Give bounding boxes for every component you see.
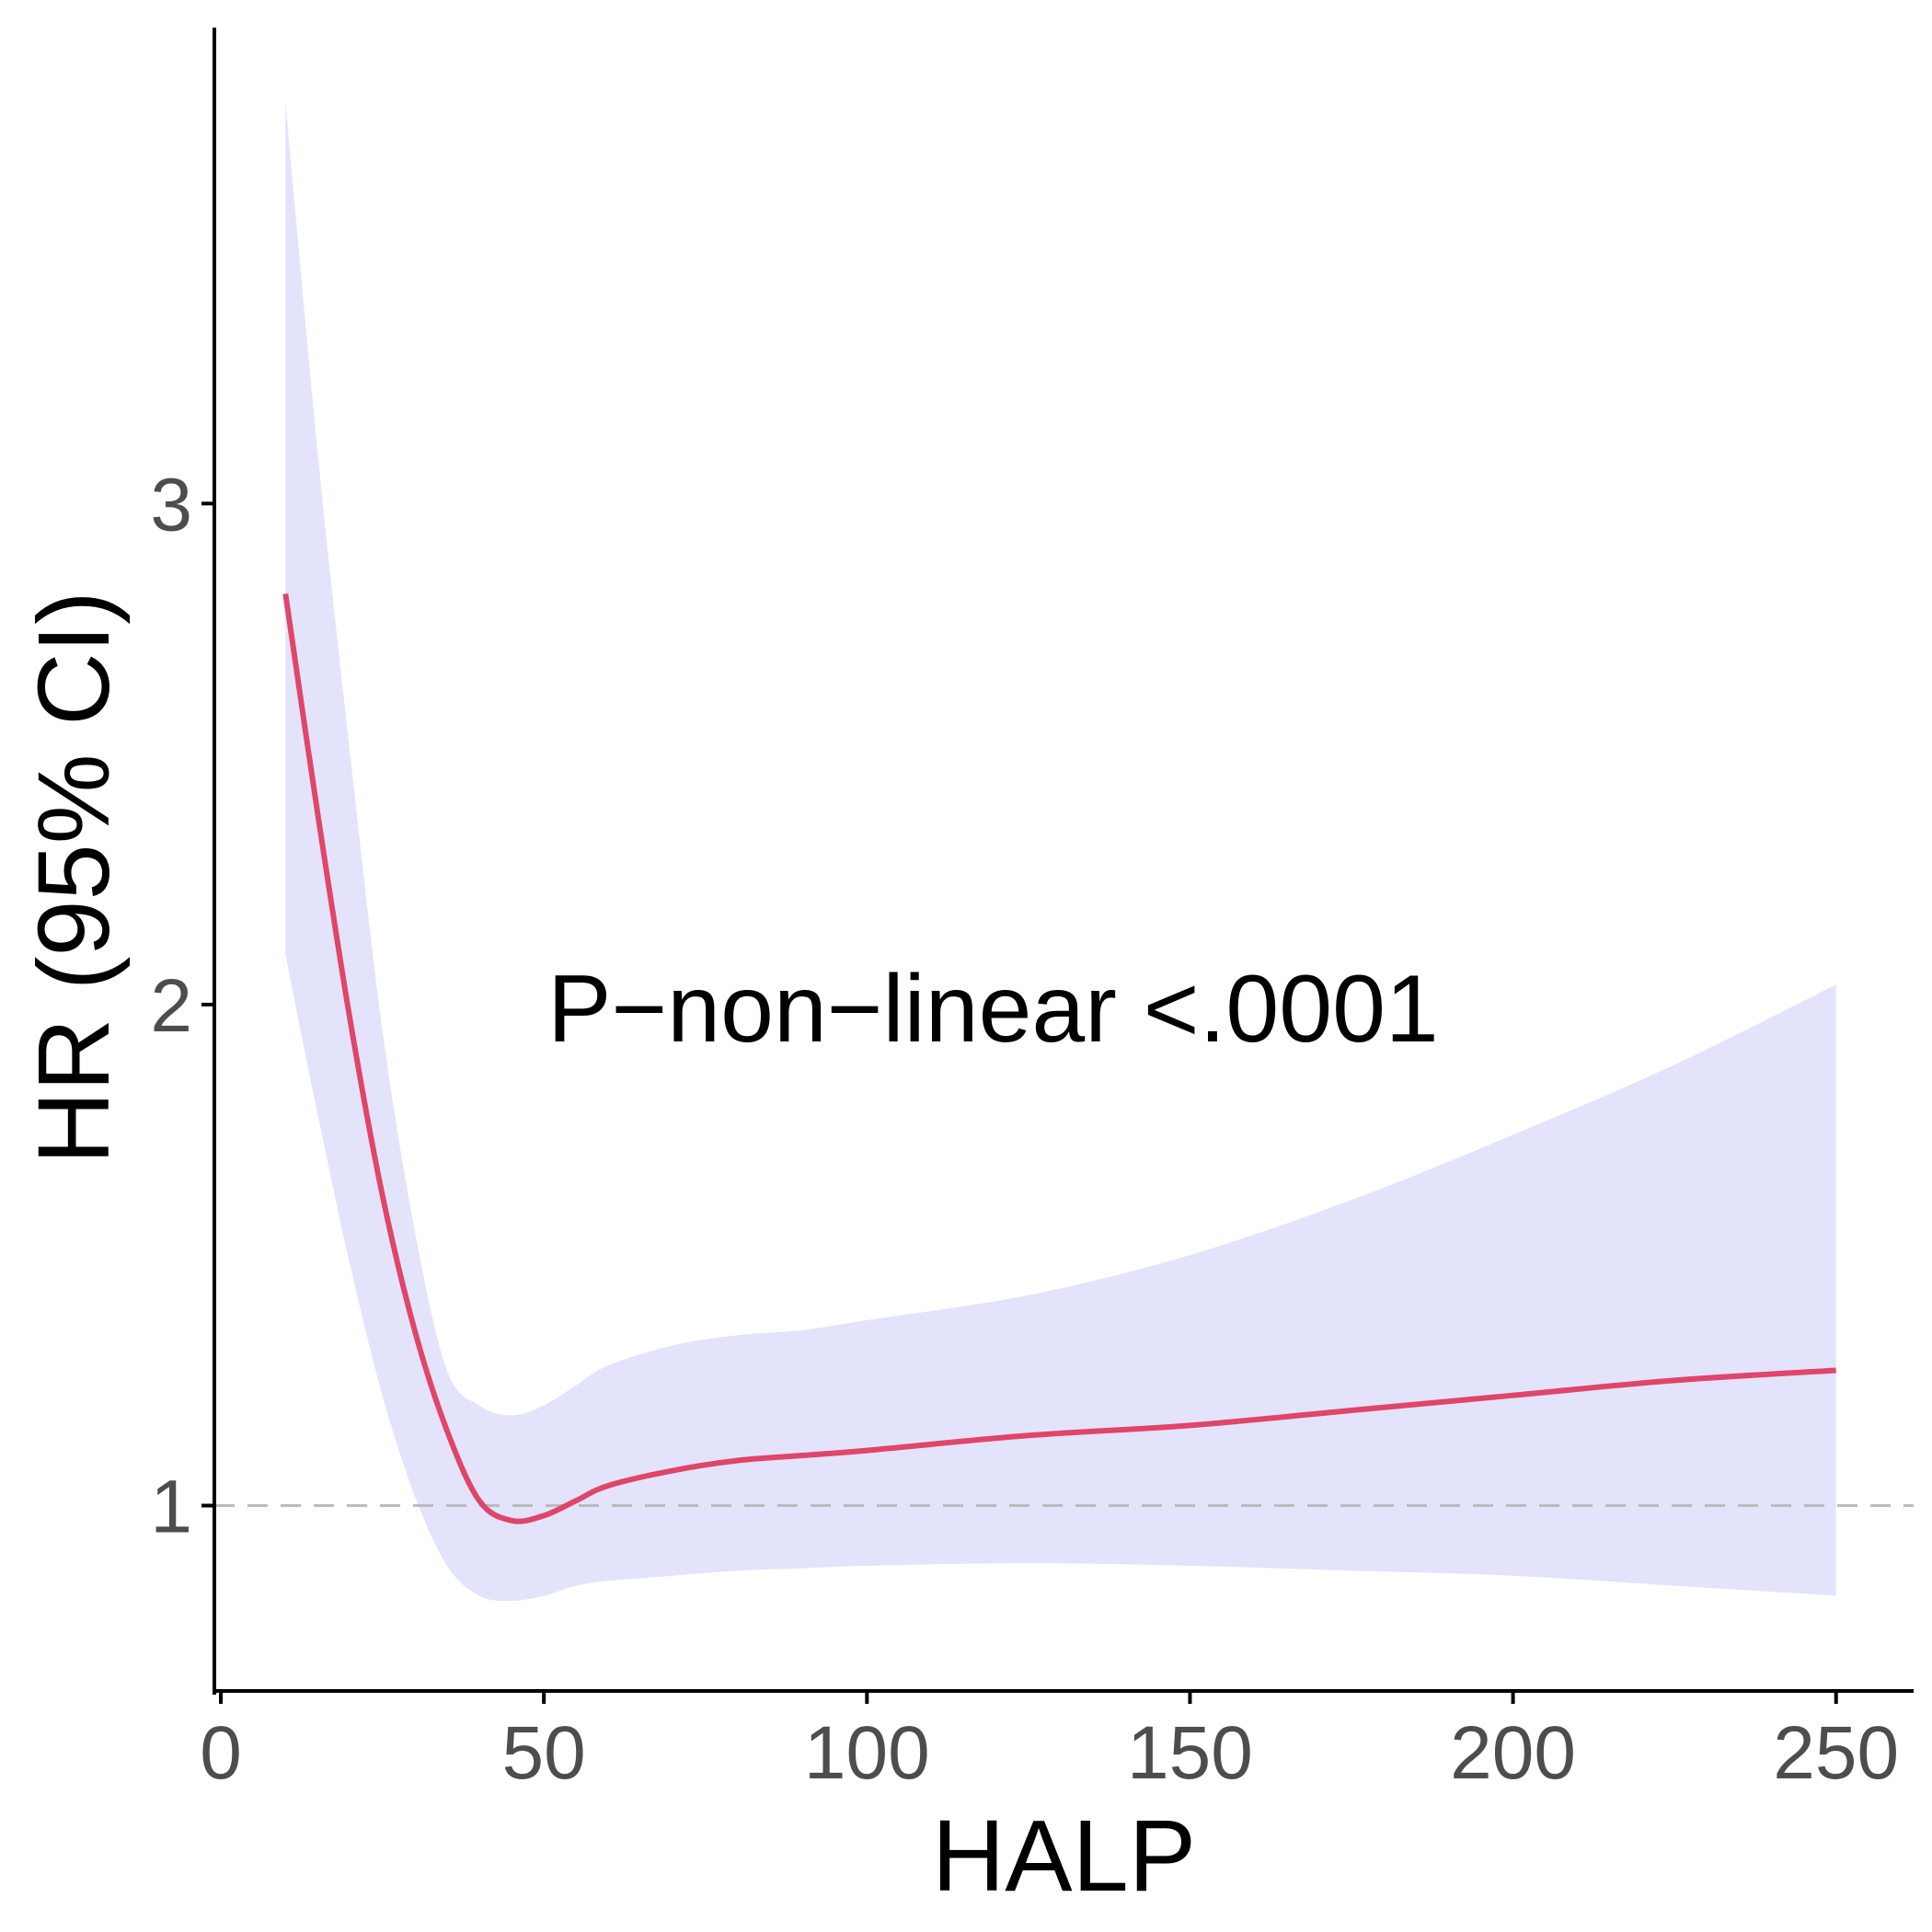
y-tick-label: 2	[150, 964, 192, 1048]
x-tick-label: 250	[1773, 1711, 1899, 1795]
hr-spline-line	[282, 592, 1836, 1524]
x-tick-label: 100	[804, 1711, 930, 1795]
y-axis-title: HR (95% CI)	[17, 591, 131, 1164]
x-tick-label: 50	[502, 1711, 586, 1795]
x-axis-title: HALP	[932, 1800, 1196, 1913]
x-tick-label: 150	[1127, 1711, 1253, 1795]
x-tick-label: 200	[1450, 1711, 1576, 1795]
confidence-band	[285, 102, 1836, 1602]
x-tick-label: 0	[200, 1711, 242, 1795]
y-tick-label: 1	[150, 1466, 192, 1549]
p-nonlinear-annotation: P−non−linear <.0001	[547, 956, 1439, 1063]
y-tick-label: 3	[150, 463, 192, 546]
